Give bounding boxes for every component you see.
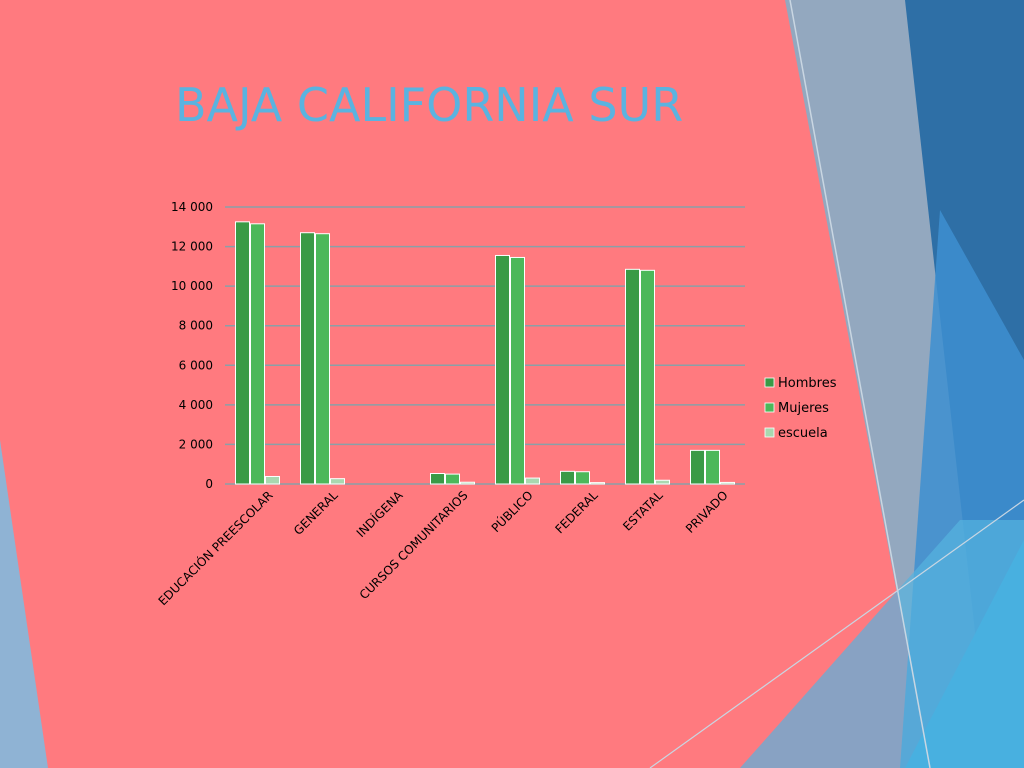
x-axis-category-labels: EDUCACIÓN PREESCOLAR GENERAL INDÍGENACURSO…: [155, 487, 731, 608]
bar-mujeres: [705, 449, 720, 485]
y-tick-label: 6 000: [179, 358, 213, 372]
x-category-label: INDÍGENA: [353, 487, 406, 540]
y-tick-label: 12 000: [171, 240, 213, 254]
bar-escuela: [460, 481, 475, 485]
x-category-label: PRIVADO: [683, 488, 731, 536]
legend-swatch: [764, 377, 775, 388]
x-category-label: FEDERAL: [552, 488, 600, 536]
bar-escuela: [590, 482, 605, 485]
y-tick-label: 2 000: [179, 437, 213, 451]
y-tick-label: 4 000: [179, 398, 213, 412]
bar-escuela: [330, 478, 345, 485]
y-tick-label: 0: [205, 477, 213, 491]
bar-escuela: [720, 481, 735, 485]
bar-hombres: [560, 470, 575, 485]
bar-mujeres: [510, 256, 525, 485]
legend-swatch: [764, 402, 775, 413]
bg-shape-bottom-blue: [740, 520, 1024, 768]
bar-escuela: [655, 479, 670, 485]
x-category-label: ESTATAL: [620, 488, 666, 534]
bar-escuela: [525, 477, 540, 485]
bg-line: [789, 0, 931, 768]
bar-mujeres: [250, 223, 265, 485]
bar-mujeres: [575, 471, 590, 485]
x-category-label: GENERAL: [291, 488, 341, 538]
y-tick-label: 8 000: [179, 319, 213, 333]
legend-label: escuela: [778, 426, 828, 441]
bar-hombres: [690, 449, 705, 485]
x-category-label: EDUCACIÓN PREESCOLAR: [155, 488, 276, 609]
x-category-label: CURSOS COMUNITARIOS: [357, 488, 471, 602]
bar-mujeres: [640, 269, 655, 485]
legend-label: Hombres: [778, 376, 837, 391]
legend: Hombres Mujeres escuela: [764, 376, 837, 441]
x-category-label: PÚBLICO: [488, 488, 536, 536]
y-tick-label: 10 000: [171, 279, 213, 293]
bar-hombres: [300, 232, 315, 485]
bg-line-2: [649, 499, 1024, 768]
bars: [235, 221, 735, 485]
bar-hombres: [430, 473, 445, 485]
bar-escuela: [265, 475, 280, 485]
legend-label: Mujeres: [778, 401, 829, 416]
bar-mujeres: [445, 473, 460, 485]
bg-shape-left-blue: [0, 440, 48, 768]
legend-swatch: [764, 427, 775, 438]
y-axis-tick-labels: 0 2 000 4 000 6 000 8 000 10 000 12 000 14 000: [171, 200, 213, 491]
bar-hombres: [495, 254, 510, 485]
slide-title: BAJA CALIFORNIA SUR: [175, 78, 684, 132]
bar-hombres: [625, 268, 640, 485]
y-tick-label: 14 000: [171, 200, 213, 214]
bar-hombres: [235, 221, 250, 485]
bar-mujeres: [315, 233, 330, 485]
